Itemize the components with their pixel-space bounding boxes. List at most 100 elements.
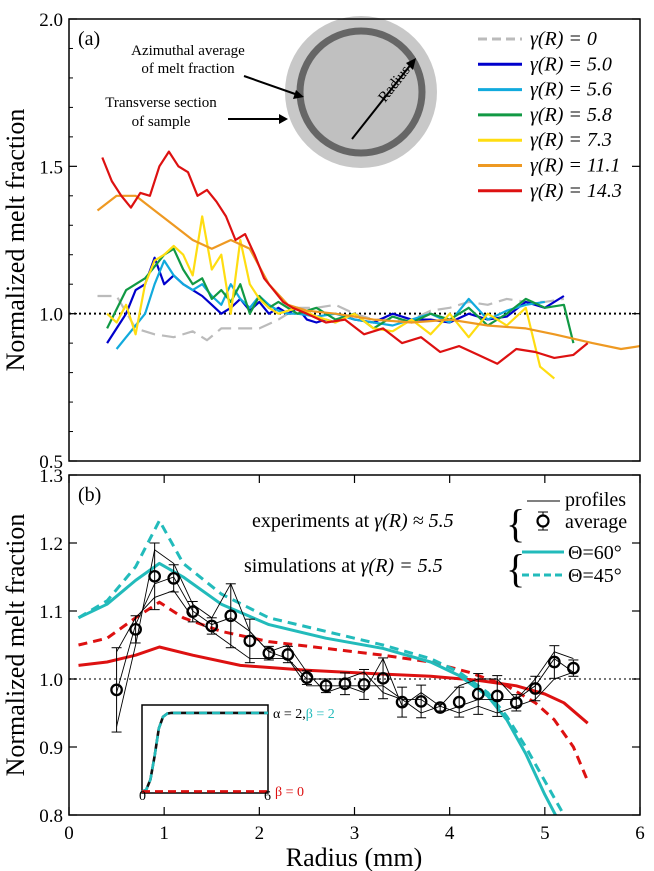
average-point-6 bbox=[224, 583, 238, 649]
inset-x-tick-6: 6 bbox=[264, 789, 271, 804]
inset-label-beta0: β = 0 bbox=[275, 785, 304, 800]
average-point-14 bbox=[376, 657, 390, 700]
legend-label-6: γ(R) = 14.3 bbox=[530, 180, 622, 202]
average-point-20 bbox=[490, 675, 504, 717]
azimuthal-annotation-line2: of melt fraction bbox=[141, 61, 235, 77]
panel-b-x-axis-label: Radius (mm) bbox=[286, 843, 423, 871]
series-line-5 bbox=[96, 194, 641, 351]
b-ytick-label-5: 1.3 bbox=[39, 466, 63, 487]
radius-arrowhead bbox=[406, 58, 416, 70]
a-ytick-label-2: 1.5 bbox=[39, 157, 63, 178]
legend-experiments-text: experiments at γ(R) ≈ 5.5 bbox=[252, 510, 454, 532]
legend-theta45-label: Θ=45° bbox=[568, 565, 622, 587]
legend-label-5: γ(R) = 11.1 bbox=[530, 155, 620, 177]
average-point-21 bbox=[509, 694, 523, 712]
inset-curve-1 bbox=[141, 711, 268, 793]
legend-label-3: γ(R) = 5.8 bbox=[530, 104, 612, 126]
inset-label-alpha-beta: α = 2,β = 2 bbox=[273, 707, 335, 722]
radius-arrow bbox=[351, 62, 413, 140]
panel-a-y-ticks: 0.5 1.0 1.5 2.0 bbox=[39, 10, 640, 473]
series-line-1 bbox=[106, 256, 565, 344]
transverse-annotation-line2: of sample bbox=[132, 114, 191, 130]
series-line-3 bbox=[106, 247, 575, 344]
average-point-9 bbox=[281, 645, 295, 664]
average-point-12 bbox=[338, 672, 352, 696]
average-point-1 bbox=[129, 615, 142, 644]
series-line-0 bbox=[97, 294, 565, 342]
average-point-7 bbox=[243, 618, 257, 664]
legend-experiments-gamma: γ(R) ≈ 5.5 bbox=[374, 510, 453, 532]
inset-kernel-plot: 0 6 α = 2,β = 2 β = 0 bbox=[139, 704, 335, 804]
simulation-line-2 bbox=[77, 561, 558, 815]
b-ytick-label-4: 1.2 bbox=[39, 534, 63, 555]
b-xtick-label-5: 5 bbox=[540, 823, 550, 844]
legend-theta60-label: Θ=60° bbox=[568, 542, 622, 564]
b-ytick-label-3: 1.1 bbox=[39, 602, 63, 623]
panel-a-series bbox=[96, 150, 641, 380]
azimuthal-arrowhead bbox=[293, 90, 304, 99]
b-xtick-label-3: 3 bbox=[350, 823, 360, 844]
b-ytick-label-2: 1.0 bbox=[39, 670, 63, 691]
panel-b-average-markers bbox=[110, 542, 580, 733]
a-ytick-label-3: 2.0 bbox=[39, 10, 63, 31]
inset-frame bbox=[141, 704, 269, 794]
legend-average-label: average bbox=[565, 511, 627, 533]
azimuthal-arrow bbox=[243, 75, 299, 96]
average-point-5 bbox=[205, 617, 219, 635]
transverse-arrowhead bbox=[279, 114, 288, 124]
azimuthal-annotation-line1: Azimuthal average bbox=[131, 43, 245, 59]
average-point-2 bbox=[148, 542, 161, 611]
legend-average-swatch bbox=[536, 511, 550, 531]
b-xtick-label-0: 0 bbox=[64, 823, 74, 844]
inset-curves bbox=[141, 711, 268, 793]
sample-section-schematic: Radius Azimuthal average of melt fractio… bbox=[105, 16, 437, 168]
panel-b-y-ticks: 0.8 0.9 1.0 1.1 1.2 1.3 bbox=[39, 466, 640, 827]
a-ytick-label-0: 0.5 bbox=[39, 452, 63, 473]
average-point-17 bbox=[433, 701, 447, 714]
panel-a-frame bbox=[68, 18, 641, 462]
legend-experiments-brace: { bbox=[506, 501, 525, 546]
panel-a: Radius Azimuthal average of melt fractio… bbox=[1, 10, 641, 473]
simulation-line-3 bbox=[77, 519, 566, 815]
b-ytick-label-0: 0.8 bbox=[39, 806, 63, 827]
series-line-6 bbox=[101, 150, 589, 365]
panel-b-y-axis-label: Normalized melt fraction bbox=[1, 514, 30, 777]
panel-b: 0 6 α = 2,β = 2 β = 0 experiments at γ(R… bbox=[1, 466, 645, 871]
inset-label-alpha: α = 2, bbox=[273, 707, 306, 722]
average-point-0 bbox=[110, 647, 123, 733]
legend-label-4: γ(R) = 7.3 bbox=[530, 129, 612, 151]
series-line-4 bbox=[106, 215, 556, 380]
panel-a-y-axis-label: Normalized melt fraction bbox=[1, 109, 30, 372]
panel-a-label: (a) bbox=[78, 28, 100, 50]
average-point-15 bbox=[395, 686, 409, 718]
average-point-22 bbox=[528, 675, 542, 702]
panel-b-label: (b) bbox=[78, 484, 101, 506]
legend-simulations-text: simulations at γ(R) = 5.5 bbox=[244, 555, 443, 577]
average-point-13 bbox=[357, 668, 371, 700]
legend-label-2: γ(R) = 5.6 bbox=[530, 79, 612, 101]
inset-x-tick-0: 0 bbox=[139, 789, 146, 804]
panel-a-legend: γ(R) = 0 γ(R) = 5.0 γ(R) = 5.6 γ(R) = 5.8 γ(… bbox=[478, 28, 622, 202]
average-point-19 bbox=[471, 673, 485, 715]
legend-simulations-brace: { bbox=[506, 546, 525, 591]
legend-experiments-label: experiments at bbox=[252, 510, 370, 532]
legend-label-1: γ(R) = 5.0 bbox=[530, 53, 612, 75]
legend-profiles-label: profiles bbox=[565, 489, 626, 511]
a-ytick-label-1: 1.0 bbox=[39, 305, 63, 326]
legend-simulations-gamma: γ(R) = 5.5 bbox=[361, 555, 443, 577]
average-point-23 bbox=[547, 645, 561, 679]
b-xtick-label-4: 4 bbox=[445, 823, 455, 844]
panel-b-x-ticks: 0 1 2 3 4 5 6 bbox=[64, 475, 645, 844]
b-xtick-label-1: 1 bbox=[159, 823, 169, 844]
inset-label-beta2: β = 2 bbox=[306, 707, 335, 722]
b-ytick-label-1: 0.9 bbox=[39, 738, 63, 759]
average-point-4 bbox=[186, 600, 200, 623]
average-point-11 bbox=[319, 678, 333, 694]
average-point-24 bbox=[567, 659, 580, 677]
legend-simulations-label: simulations at bbox=[244, 555, 356, 577]
average-point-10 bbox=[300, 670, 314, 685]
average-point-8 bbox=[262, 645, 276, 661]
transverse-annotation-line1: Transverse section bbox=[105, 95, 217, 111]
simulation-line-1 bbox=[78, 600, 590, 782]
